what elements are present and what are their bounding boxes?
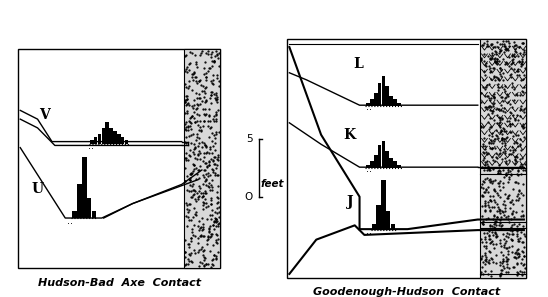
Bar <box>397 103 401 106</box>
Text: ..: .. <box>366 226 372 236</box>
Bar <box>370 161 374 168</box>
Bar <box>393 99 397 106</box>
Bar <box>374 93 378 106</box>
Bar <box>101 128 105 143</box>
Bar <box>72 211 77 218</box>
Text: Goodenough-Hudson  Contact: Goodenough-Hudson Contact <box>313 287 500 297</box>
Bar <box>381 141 385 168</box>
Bar <box>391 224 395 230</box>
Bar <box>376 205 381 230</box>
Text: L: L <box>353 57 363 71</box>
Bar <box>113 131 117 143</box>
Bar <box>378 145 381 168</box>
Bar <box>385 86 389 106</box>
Bar <box>288 40 526 278</box>
Text: ..: .. <box>366 164 372 174</box>
Bar <box>480 40 526 278</box>
Text: ..: .. <box>67 216 73 226</box>
Bar <box>77 184 82 218</box>
Bar <box>389 158 393 168</box>
Bar <box>90 140 94 143</box>
Bar <box>389 96 393 106</box>
Bar <box>381 76 385 106</box>
Bar <box>98 134 101 143</box>
Bar <box>374 155 378 168</box>
Bar <box>381 180 386 230</box>
Text: V: V <box>39 108 50 121</box>
Bar <box>105 122 109 143</box>
Bar <box>366 165 370 168</box>
Bar <box>397 165 401 168</box>
Bar <box>184 49 220 268</box>
Bar <box>124 140 128 143</box>
Text: U: U <box>32 182 44 196</box>
Bar <box>385 151 389 168</box>
Bar <box>82 157 87 218</box>
Bar <box>94 138 98 143</box>
Bar <box>87 198 92 218</box>
Bar <box>92 211 96 218</box>
Text: O: O <box>244 192 253 202</box>
Bar <box>109 128 113 143</box>
Bar <box>378 83 381 106</box>
Text: K: K <box>343 128 356 142</box>
Text: ..: .. <box>366 102 372 112</box>
Bar <box>370 99 374 106</box>
Text: 5: 5 <box>246 134 253 144</box>
Text: Hudson-Bad  Axe  Contact: Hudson-Bad Axe Contact <box>38 278 201 288</box>
Bar <box>121 138 124 143</box>
Bar <box>372 224 376 230</box>
Text: feet: feet <box>260 178 284 189</box>
Text: J: J <box>347 195 353 209</box>
Bar <box>117 134 121 143</box>
Bar <box>393 161 397 168</box>
Bar <box>18 49 220 268</box>
Bar <box>366 103 370 106</box>
Bar <box>386 211 391 230</box>
Text: ..: .. <box>88 141 94 151</box>
